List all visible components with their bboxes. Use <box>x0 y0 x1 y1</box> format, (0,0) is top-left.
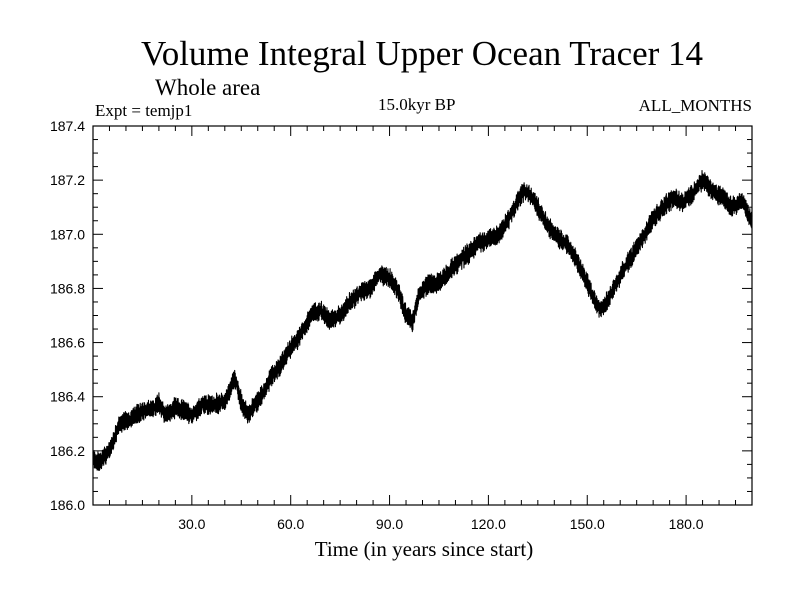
x-tick-label: 90.0 <box>376 516 403 532</box>
y-tick-label: 186.4 <box>50 389 85 405</box>
x-axis-label: Time (in years since start) <box>315 537 534 561</box>
y-tick-label: 187.0 <box>50 226 85 242</box>
series-line-tracer-14 <box>92 170 753 472</box>
y-tick-label: 186.0 <box>50 497 85 513</box>
y-tick-label: 187.4 <box>50 118 85 134</box>
months-label: ALL_MONTHS <box>638 96 752 115</box>
period-label: 15.0kyr BP <box>378 95 456 114</box>
y-tick-label: 186.8 <box>50 280 85 296</box>
y-tick-label: 187.2 <box>50 172 85 188</box>
tick-layer: 30.0 60.0 90.0 120.0 150.0 180.0 186.0 186.2 186… <box>50 118 752 532</box>
x-tick-label: 180.0 <box>669 516 704 532</box>
x-tick-label: 60.0 <box>277 516 304 532</box>
experiment-label: Expt = temjp1 <box>95 101 193 120</box>
x-tick-label: 150.0 <box>570 516 605 532</box>
plot-layer <box>92 170 753 472</box>
chart-title: Volume Integral Upper Ocean Tracer 14 <box>140 34 704 73</box>
y-tick-label: 186.2 <box>50 443 85 459</box>
x-tick-label: 120.0 <box>471 516 506 532</box>
chart-subtitle: Whole area <box>155 75 261 100</box>
plot-frame <box>92 125 753 506</box>
y-tick-label: 186.6 <box>50 335 85 351</box>
x-tick-label: 30.0 <box>178 516 205 532</box>
